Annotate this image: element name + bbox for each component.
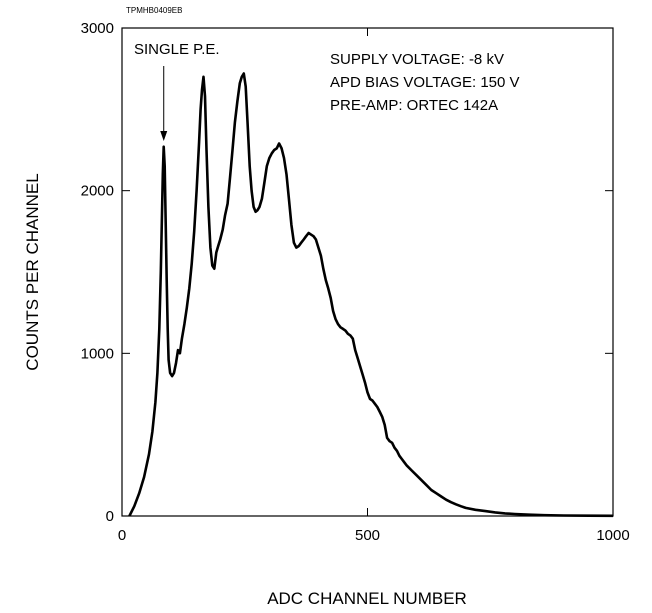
y-tick-label: 1000 bbox=[81, 345, 114, 362]
x-tick-label: 0 bbox=[118, 527, 126, 544]
condition-preamp: PRE-AMP: ORTEC 142A bbox=[330, 97, 498, 114]
x-axis-label: ADC CHANNEL NUMBER bbox=[267, 589, 467, 608]
y-axis-label: COUNTS PER CHANNEL bbox=[23, 173, 42, 370]
figure-code: TPMHB0409EB bbox=[126, 6, 182, 15]
condition-supply-voltage: SUPPLY VOLTAGE: -8 kV bbox=[330, 51, 504, 68]
spectrum-line bbox=[128, 72, 614, 518]
y-tick-label: 2000 bbox=[81, 183, 114, 200]
x-tick-label: 500 bbox=[355, 527, 380, 544]
y-tick-label: 0 bbox=[106, 508, 114, 525]
x-tick-label: 1000 bbox=[596, 527, 629, 544]
single-pe-label: SINGLE P.E. bbox=[134, 41, 220, 58]
y-tick-label: 3000 bbox=[81, 20, 114, 37]
single-pe-arrowhead bbox=[160, 131, 168, 141]
x-axis-ticks: 0 500 1000 bbox=[118, 28, 630, 544]
condition-apd-bias: APD BIAS VOLTAGE: 150 V bbox=[330, 74, 520, 91]
